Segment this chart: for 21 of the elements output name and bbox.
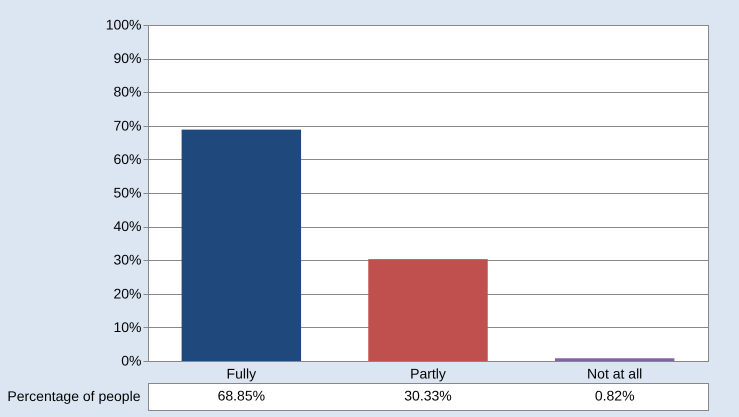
y-tick-label: 60%	[113, 150, 142, 167]
data-label: 68.85%	[218, 388, 266, 404]
data-label: 30.33%	[404, 388, 452, 404]
y-tick-label: 50%	[113, 184, 142, 200]
y-tick-label: 70%	[113, 117, 142, 134]
y-tick-label: 10%	[113, 318, 142, 335]
bar	[368, 259, 488, 361]
x-tick-label: Fully	[226, 366, 256, 382]
y-tick-label: 30%	[113, 252, 142, 268]
x-tick-label: Not at all	[587, 366, 642, 382]
text: Percentage of people	[7, 388, 141, 404]
y-tick-label: 90%	[113, 50, 142, 66]
y-tick-label: 40%	[113, 218, 142, 234]
data-label: 0.82%	[594, 388, 635, 404]
y-tick-label: 20%	[113, 285, 142, 302]
bar	[182, 130, 302, 361]
y-tick-label: 0%	[121, 352, 142, 368]
y-tick-label: 100%	[106, 16, 142, 32]
y-tick-label: 80%	[113, 84, 142, 100]
x-tick-label: Partly	[410, 366, 446, 382]
bar	[554, 358, 674, 361]
